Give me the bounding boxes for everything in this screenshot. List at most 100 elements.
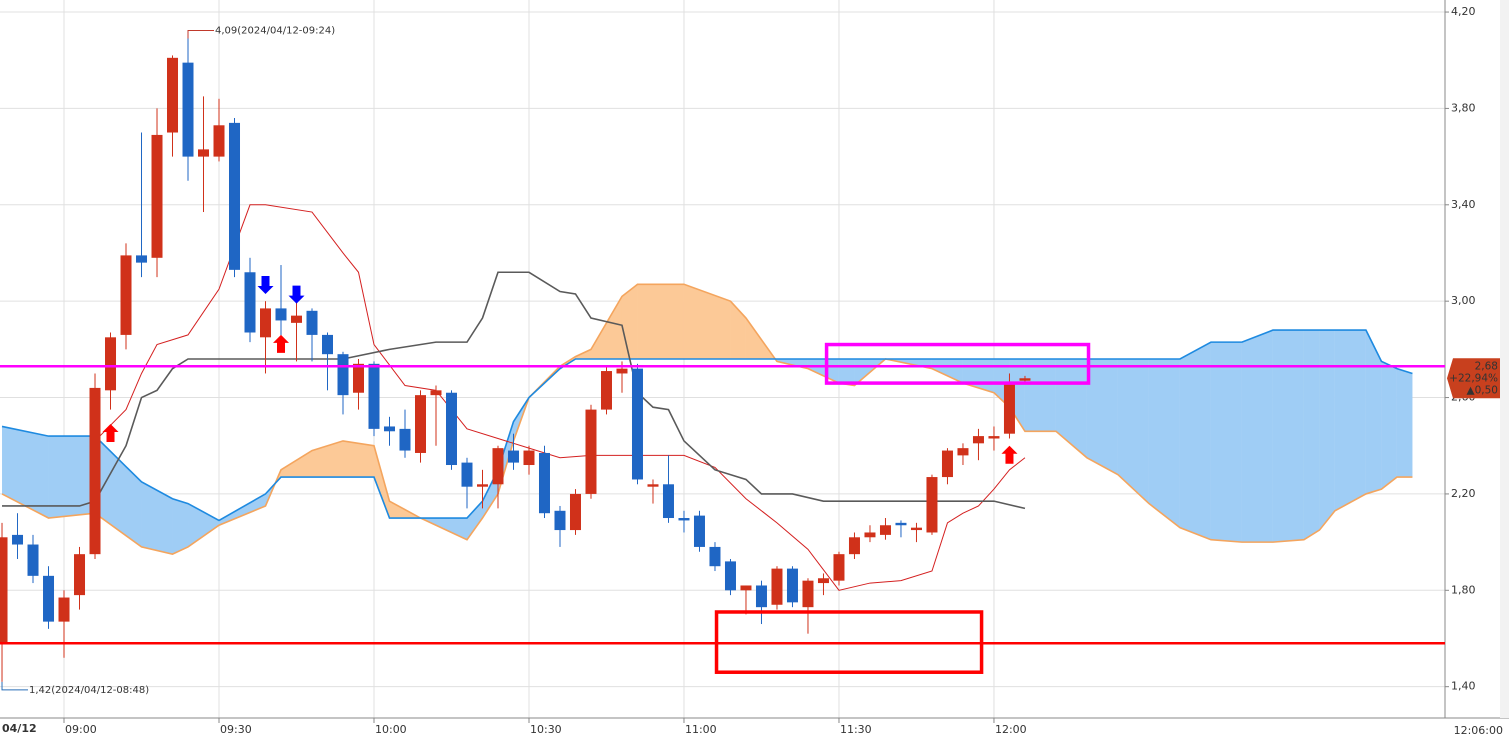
candle-body — [864, 532, 876, 538]
cloud-fill — [342, 440, 374, 478]
candle-body — [229, 122, 241, 270]
candle-body — [306, 310, 318, 335]
candle-body — [1003, 383, 1015, 434]
leader-line — [187, 30, 215, 39]
candle-body — [352, 363, 364, 393]
leader-line — [1, 681, 29, 691]
cloud-fill — [1117, 359, 1149, 504]
cloud-fill — [683, 284, 731, 359]
cloud-fill — [1272, 330, 1304, 543]
candle-body — [631, 368, 643, 480]
extreme-label: 1,42(2024/04/12-08:48) — [29, 685, 149, 696]
candle-body — [678, 518, 690, 521]
cloud-fill — [2, 426, 49, 519]
candle-body — [43, 575, 55, 622]
candle-body — [802, 580, 814, 608]
cloud-fill — [172, 498, 189, 555]
cloud-fill — [95, 436, 142, 547]
cloud-fill — [312, 440, 343, 478]
candle-body — [616, 368, 628, 374]
x-tick-label: 10:30 — [530, 723, 562, 736]
cloud-fill — [1319, 330, 1335, 531]
cloud-fill — [141, 481, 173, 555]
candle-body — [58, 597, 70, 622]
y-tick-label: 4,20 — [1451, 5, 1476, 18]
buy-arrow — [1001, 445, 1018, 464]
plot-area — [0, 0, 1445, 718]
cloud-fill — [1024, 359, 1056, 432]
x-tick-label: 11:30 — [840, 723, 872, 736]
candle-body — [771, 568, 783, 605]
indicator-line — [2, 271, 1026, 510]
candle-body — [833, 554, 845, 581]
candle-body — [941, 450, 953, 478]
cloud-fill — [1009, 359, 1025, 432]
candle-body — [817, 578, 829, 584]
cloud-fill — [1086, 359, 1118, 475]
cloud-fill — [219, 493, 266, 526]
candle-body — [755, 585, 767, 608]
scroll-strip — [1500, 0, 1509, 718]
candle-body — [182, 62, 194, 157]
cloud-fill — [188, 503, 220, 547]
price-tag-text: 2,68 — [1475, 360, 1498, 372]
candle-body — [492, 448, 504, 485]
price-tag — [1447, 358, 1500, 399]
cloud-fill — [730, 301, 746, 359]
y-tick-label: 2,20 — [1451, 487, 1476, 500]
y-tick-label: 3,00 — [1451, 294, 1476, 307]
date-label: 04/12 — [2, 722, 37, 735]
buy-arrow — [102, 424, 119, 443]
candle-body — [895, 522, 907, 526]
y-tick-label: 1,40 — [1451, 680, 1476, 693]
x-tick-label: 11:00 — [685, 723, 717, 736]
end-time-label: 12:06:00 — [1454, 724, 1503, 737]
span-b-line — [1, 329, 1413, 522]
cloud-fill — [1241, 330, 1273, 543]
candle-body — [740, 585, 752, 591]
y-tick-label: 3,40 — [1451, 198, 1476, 211]
cloud-fill — [466, 501, 483, 540]
candle-body — [848, 537, 860, 555]
candle-body — [724, 561, 736, 591]
candle-body — [523, 450, 535, 466]
candle-body — [910, 527, 922, 531]
cloud-fill — [1179, 342, 1211, 540]
candle-body — [383, 426, 395, 432]
candle-body — [538, 452, 550, 514]
candle-body — [988, 436, 1000, 439]
buy-arrow — [273, 334, 290, 353]
cloud-fill — [48, 436, 96, 519]
candle-body — [445, 392, 457, 466]
candle-body — [476, 484, 488, 487]
candle-body — [244, 272, 256, 333]
candle-body — [662, 484, 674, 519]
cloud-fill — [373, 445, 390, 519]
candle-body — [554, 510, 566, 531]
candle-body — [786, 568, 798, 603]
candle-body — [0, 537, 8, 644]
candle-body — [1019, 378, 1031, 381]
candle-body — [647, 484, 659, 487]
price-tag-text: ▲0,50 — [1467, 384, 1498, 396]
cloud-fill — [1396, 368, 1413, 478]
extreme-label: 4,09(2024/04/12-09:24) — [215, 26, 335, 37]
candle-body — [585, 409, 597, 494]
candle-body — [926, 477, 938, 533]
highlight-box — [824, 342, 1091, 385]
candle-body — [74, 554, 86, 596]
candle-body — [368, 363, 380, 429]
cloud-fill — [590, 296, 622, 359]
candle-body — [879, 525, 891, 535]
candle-body — [600, 371, 612, 410]
candle-body — [399, 428, 411, 451]
candle-body — [89, 387, 101, 555]
cloud-fill — [1210, 342, 1242, 543]
x-tick-label: 09:30 — [220, 723, 252, 736]
candle-body — [105, 337, 117, 391]
candle-body — [507, 450, 519, 463]
x-tick-label: 12:00 — [995, 723, 1027, 736]
highlight-box — [714, 610, 984, 674]
